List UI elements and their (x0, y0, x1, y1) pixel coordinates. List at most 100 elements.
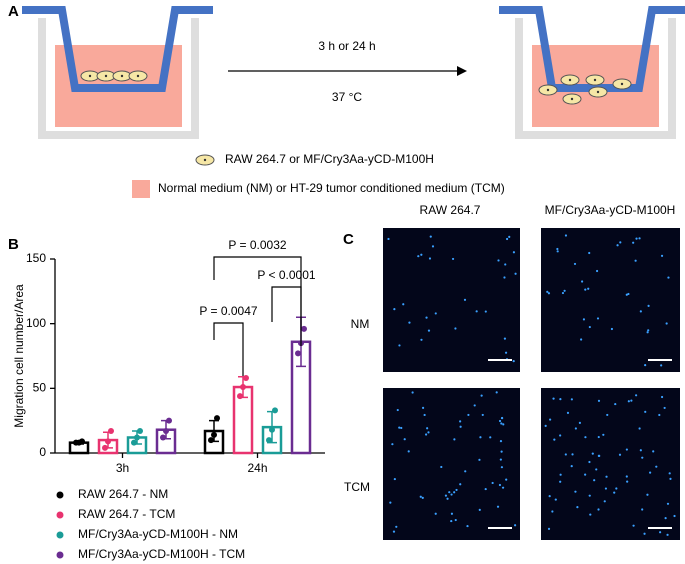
cell-spot (646, 331, 649, 334)
cell-spot (503, 337, 507, 340)
data-point (134, 434, 140, 441)
cell-nucleus (620, 82, 624, 86)
cell-spot (589, 513, 592, 516)
data-point (160, 434, 166, 441)
insert-after (499, 5, 685, 139)
cell-spot (459, 420, 462, 423)
cell-spot (429, 235, 432, 238)
data-point (137, 428, 143, 435)
cell-spot (498, 483, 502, 487)
data-point (166, 417, 172, 424)
cell-spot (496, 505, 500, 508)
arrow-label: 3 h or 24 h (318, 39, 375, 53)
cell-spot (500, 466, 504, 469)
cell-spot (602, 433, 605, 436)
cell-spot (455, 488, 458, 492)
cell-nucleus (104, 74, 108, 78)
cell-spot (420, 338, 423, 341)
cell-spot (484, 487, 487, 491)
cell-spot (393, 477, 396, 481)
cell-spot (504, 263, 507, 266)
cell-spot (619, 241, 622, 244)
cell-spot (396, 408, 399, 412)
cell-spot (595, 468, 598, 471)
cell-spot (552, 397, 555, 400)
cell-spot (505, 478, 508, 481)
cell-spot (625, 475, 628, 478)
cell-spot (659, 531, 662, 534)
cell-spot (549, 418, 552, 421)
cell-spot (644, 364, 647, 367)
cell-spot (646, 493, 649, 496)
cell-spot (559, 398, 562, 401)
data-point (102, 444, 108, 451)
cell-spot (668, 472, 671, 475)
cell-nucleus (568, 78, 572, 82)
cell-spot (499, 440, 503, 443)
cell-spot (501, 486, 505, 489)
cell-spot (660, 364, 663, 367)
cell-spot (464, 470, 467, 473)
cell-spot (561, 291, 565, 295)
cell-spot (450, 493, 453, 496)
cell-spot (604, 487, 608, 490)
cell-spot (553, 438, 556, 441)
row-label: TCM (344, 480, 370, 494)
cell-spot (630, 399, 633, 402)
cell-spot (625, 448, 628, 451)
cell-spot (588, 494, 591, 497)
cell-spot (559, 434, 562, 437)
cell-spot (454, 327, 457, 330)
cell-spot (392, 530, 396, 533)
cell-spot (663, 406, 666, 410)
legend-marker (56, 511, 64, 519)
x-tick-label: 24h (247, 461, 267, 475)
cell-spot (459, 483, 462, 486)
cell-spot (431, 245, 435, 248)
cell-spot (667, 276, 670, 279)
cell-spot (649, 471, 652, 474)
cell-spot (582, 318, 586, 321)
cell-spot (421, 496, 424, 499)
cell-nucleus (593, 78, 597, 82)
cell-spot (424, 433, 428, 436)
legend-marker (56, 491, 64, 499)
cell-spot (514, 524, 517, 527)
cell-spot (402, 303, 405, 306)
cell-spot (591, 452, 594, 455)
cell-spot (603, 500, 606, 503)
cell-spot (652, 450, 655, 453)
cell-spot (466, 524, 469, 528)
cell-spot (448, 491, 451, 494)
micrograph (541, 388, 680, 540)
cell-spot (389, 501, 392, 504)
cell-spot (626, 480, 629, 483)
cell-spot (669, 477, 672, 480)
cell-spot (428, 257, 432, 260)
cell-spot (615, 487, 618, 490)
cell-spot (610, 327, 614, 331)
legend-label: MF/Cry3Aa-yCD-M100H - NM (78, 527, 238, 541)
p-value: P < 0.0001 (257, 268, 315, 282)
cell-spot (453, 491, 456, 494)
cell-spot (400, 426, 403, 430)
cell-spot (484, 310, 487, 313)
cell-spot (419, 495, 422, 498)
cell-spot (434, 312, 437, 315)
data-point (269, 426, 275, 433)
data-point (131, 439, 137, 446)
data-point (163, 428, 169, 435)
cell-spot (546, 290, 549, 293)
cell-spot (632, 524, 635, 527)
cell-spot (454, 518, 457, 522)
legend-marker (56, 531, 64, 539)
cell-spot (627, 400, 630, 403)
cell-spot (641, 456, 644, 459)
cell-spot (491, 481, 494, 485)
cell-spot (584, 473, 587, 476)
cell-spot (554, 498, 557, 501)
cell-spot (570, 465, 573, 468)
cell-spot (544, 424, 547, 427)
cell-nucleus (570, 97, 574, 101)
cell-spot (556, 247, 559, 251)
